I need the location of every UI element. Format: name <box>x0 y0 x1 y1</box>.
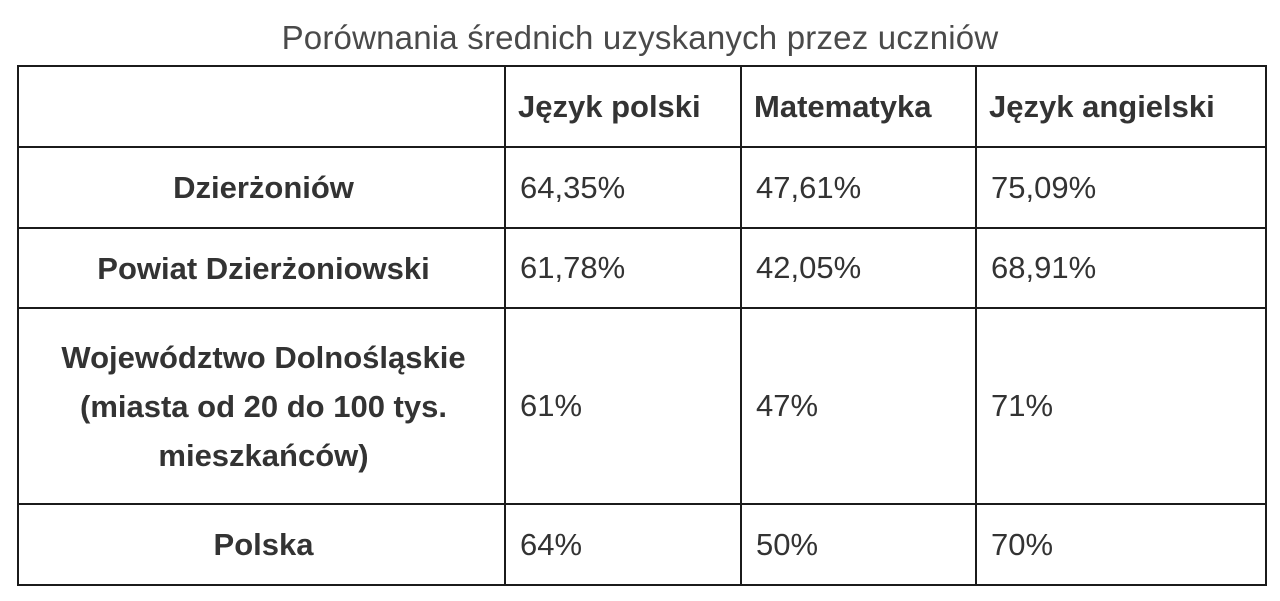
row-label: Powiat Dzierżoniowski <box>17 227 506 309</box>
comparison-table: Język polski Matematyka Język angielski … <box>17 65 1267 586</box>
value-cell: 61% <box>504 307 742 505</box>
value-cell: 50% <box>740 503 977 586</box>
table-row: Powiat Dzierżoniowski 61,78% 42,05% 68,9… <box>17 227 1267 309</box>
header-cell-english: Język angielski <box>975 65 1267 148</box>
value-cell: 64% <box>504 503 742 586</box>
value-cell: 75,09% <box>975 146 1267 229</box>
table-caption: Porównania średnich uzyskanych przez ucz… <box>281 19 999 56</box>
header-cell-empty <box>17 65 506 148</box>
value-cell: 71% <box>975 307 1267 505</box>
value-cell: 64,35% <box>504 146 742 229</box>
value-cell: 47,61% <box>740 146 977 229</box>
value-cell: 68,91% <box>975 227 1267 309</box>
row-label: Dzierżoniów <box>17 146 506 229</box>
header-cell-polish: Język polski <box>504 65 742 148</box>
table-row: Polska 64% 50% 70% <box>17 503 1267 586</box>
value-cell: 61,78% <box>504 227 742 309</box>
row-label: Województwo Dolnośląskie (miasta od 20 d… <box>17 307 506 505</box>
table-row: Województwo Dolnośląskie (miasta od 20 d… <box>17 307 1267 505</box>
value-cell: 42,05% <box>740 227 977 309</box>
header-cell-math: Matematyka <box>740 65 977 148</box>
table-row: Dzierżoniów 64,35% 47,61% 75,09% <box>17 146 1267 229</box>
table-header-row: Język polski Matematyka Język angielski <box>17 65 1267 148</box>
value-cell: 70% <box>975 503 1267 586</box>
row-label: Polska <box>17 503 506 586</box>
value-cell: 47% <box>740 307 977 505</box>
